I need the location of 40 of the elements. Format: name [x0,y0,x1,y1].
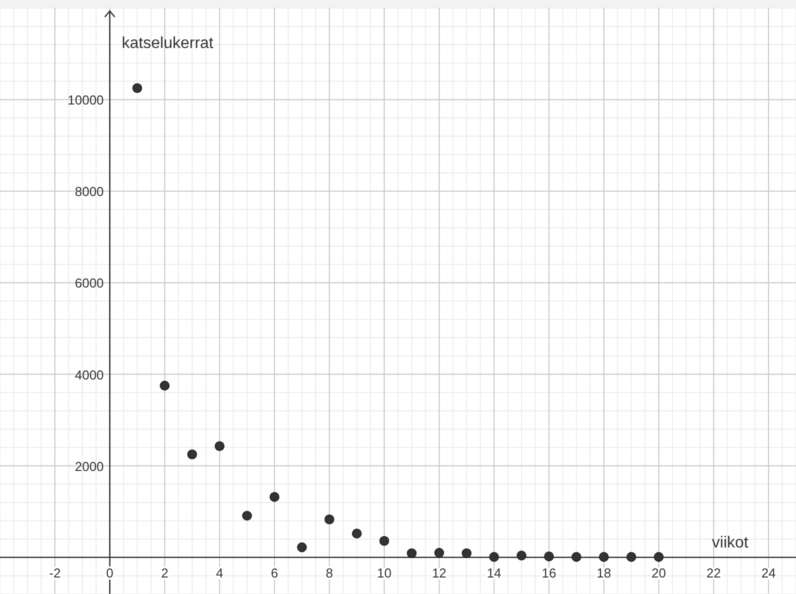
x-tick-label: 22 [706,565,721,580]
x-tick-label: 4 [216,565,224,580]
point [654,552,664,562]
x-tick-label: 16 [542,565,556,580]
point [516,550,526,560]
x-tick-label: 20 [652,565,666,580]
y-tick-label: 4000 [74,367,104,382]
point [379,536,390,546]
point [489,552,499,562]
point [406,548,417,558]
point [187,449,198,460]
point [352,528,362,538]
point [132,83,142,94]
point [324,514,334,524]
x-tick-label: 24 [761,565,776,580]
x-tick-label: 14 [486,565,502,580]
point [598,552,609,562]
y-tick-label: 6000 [74,276,104,291]
point [434,548,444,558]
point [626,552,636,562]
y-tick-label: 8000 [74,184,104,200]
x-tick-label: 2 [161,565,168,580]
x-tick-label: -2 [49,565,61,580]
y-tick-label: 2000 [74,458,104,474]
x-tick-label: 12 [432,565,446,580]
x-axis-title: viikot [712,534,749,552]
point [572,552,582,562]
y-axis-title: katselukerrat [122,35,214,52]
point [462,548,472,558]
point [160,380,170,391]
x-tick-label: 8 [326,565,333,580]
x-tick-label: 10 [377,565,392,580]
y-tick-label: 10000 [68,92,104,108]
point [297,542,307,552]
x-tick-label: 18 [596,565,612,580]
point [242,510,252,521]
point [270,492,280,502]
point [214,441,224,452]
x-tick-label: 6 [270,565,278,580]
point [544,552,554,562]
